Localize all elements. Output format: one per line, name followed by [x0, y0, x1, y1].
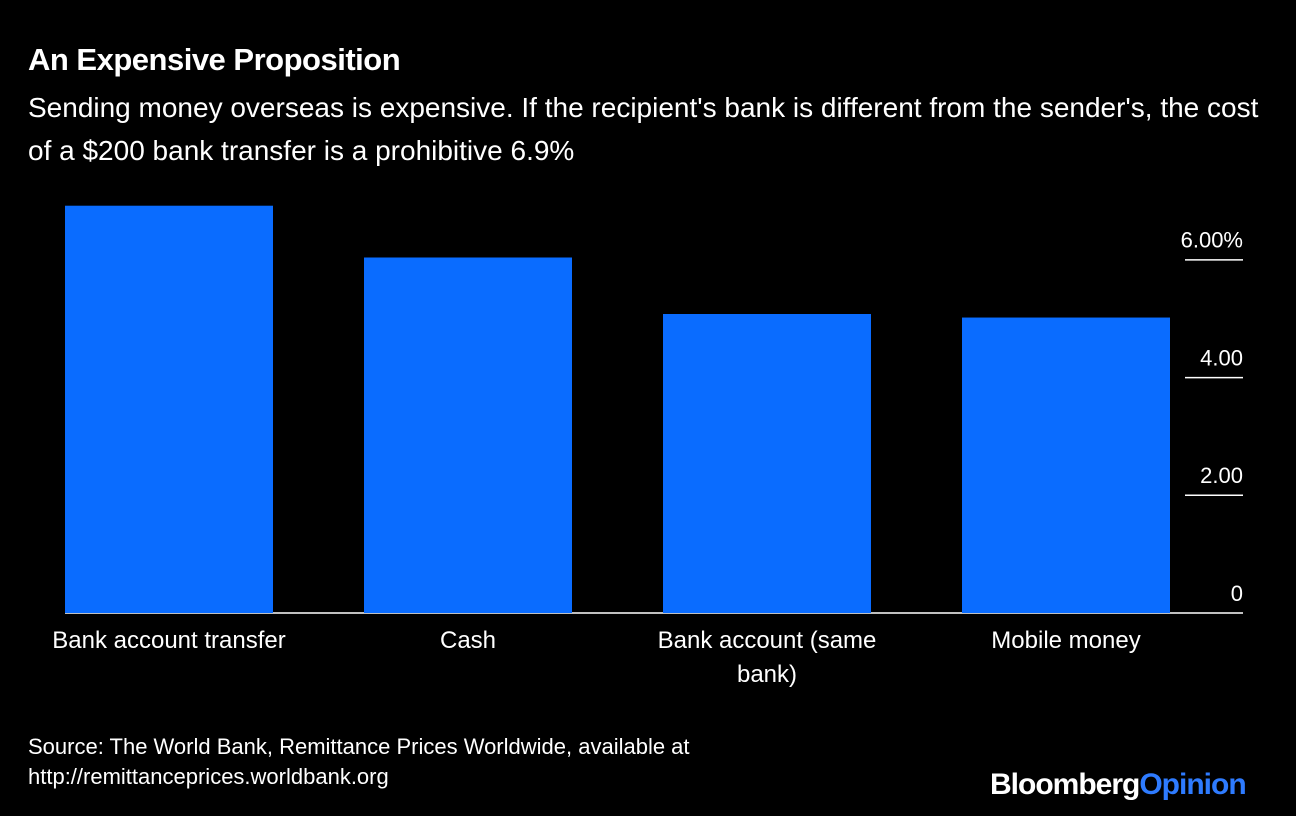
- y-tick-label: 6.00%: [1181, 228, 1243, 253]
- bar: [65, 205, 273, 614]
- chart-title: An Expensive Proposition: [28, 42, 401, 77]
- y-tick-label: 0: [1231, 581, 1243, 606]
- brand-name: Bloomberg: [990, 768, 1140, 801]
- x-tick-label: Mobile money: [991, 627, 1141, 654]
- bar: [962, 317, 1170, 613]
- y-tick-label: 2.00: [1200, 463, 1243, 488]
- x-tick-label: Bank account transfer: [52, 627, 286, 654]
- y-tick-label: 4.00: [1200, 345, 1243, 370]
- chart-subtitle: Sending money overseas is expensive. If …: [28, 92, 1259, 166]
- brand-section: Opinion: [1139, 768, 1246, 801]
- brand-logo: BloombergOpinion: [990, 768, 1247, 802]
- bar: [663, 314, 871, 613]
- source-note: Source: The World Bank, Remittance Price…: [28, 734, 690, 789]
- x-tick-label: Bank account (same bank): [657, 627, 877, 688]
- bar: [364, 257, 572, 613]
- x-tick-label: Cash: [439, 627, 497, 654]
